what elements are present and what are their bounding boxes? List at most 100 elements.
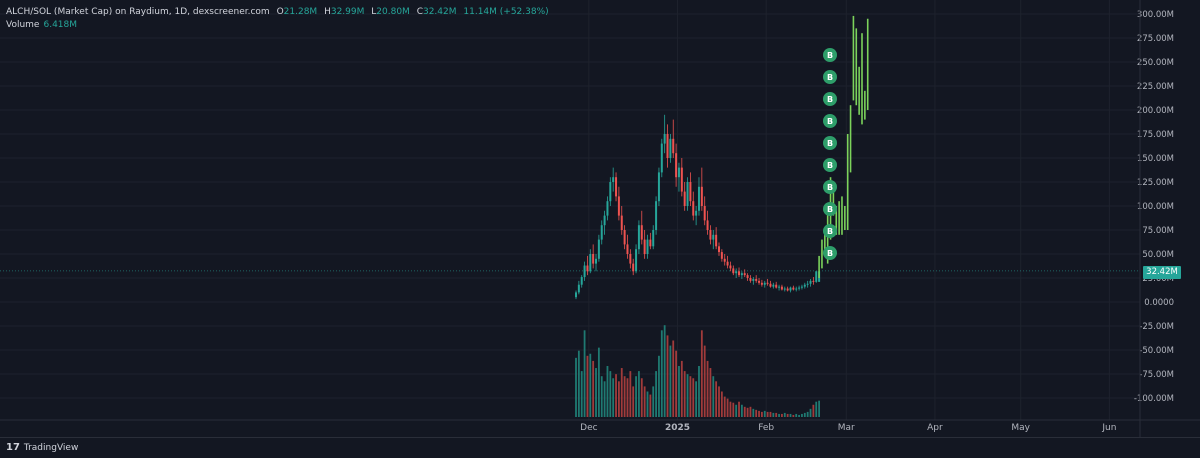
candle-body[interactable] xyxy=(680,167,683,192)
candle-body[interactable] xyxy=(600,225,603,240)
candle-body[interactable] xyxy=(586,265,589,272)
candle-body[interactable] xyxy=(806,283,809,285)
buy-marker[interactable] xyxy=(823,246,837,260)
candle-body[interactable] xyxy=(629,254,632,264)
candle-body[interactable] xyxy=(775,284,778,288)
candle-body[interactable] xyxy=(649,239,652,247)
candle-body[interactable] xyxy=(672,138,675,154)
candle-body[interactable] xyxy=(575,292,577,298)
candle-body[interactable] xyxy=(663,134,666,144)
candle-body[interactable] xyxy=(615,177,618,197)
candle-body[interactable] xyxy=(589,254,592,272)
candle-body[interactable] xyxy=(706,220,709,230)
candle-body[interactable] xyxy=(769,283,772,287)
candle-body[interactable] xyxy=(643,239,646,254)
candle-body[interactable] xyxy=(635,249,638,272)
buy-marker[interactable] xyxy=(823,224,837,238)
candle-body[interactable] xyxy=(752,278,755,281)
buy-marker[interactable] xyxy=(823,70,837,84)
buy-marker[interactable] xyxy=(823,114,837,128)
candle-body[interactable] xyxy=(655,201,658,230)
tradingview-logo[interactable]: 17 TradingView xyxy=(6,442,78,453)
buy-marker[interactable] xyxy=(823,92,837,106)
candle-body[interactable] xyxy=(583,265,586,278)
candle-body[interactable] xyxy=(626,244,629,254)
candle-body[interactable] xyxy=(746,275,749,278)
candle-body[interactable] xyxy=(703,206,706,221)
buy-marker[interactable] xyxy=(823,48,837,62)
candle-body[interactable] xyxy=(755,278,758,281)
candle-body[interactable] xyxy=(780,286,783,290)
candle-body[interactable] xyxy=(718,246,720,253)
candle-body[interactable] xyxy=(803,284,806,287)
candle-body[interactable] xyxy=(580,277,583,285)
candle-body[interactable] xyxy=(712,234,715,240)
buy-marker[interactable] xyxy=(823,180,837,194)
candle-body[interactable] xyxy=(735,271,738,274)
candle-body[interactable] xyxy=(606,201,609,216)
candle-body[interactable] xyxy=(709,230,712,240)
candle-body[interactable] xyxy=(800,286,803,288)
candle-body[interactable] xyxy=(726,261,729,266)
candle-body[interactable] xyxy=(758,280,761,283)
candle-body[interactable] xyxy=(657,172,660,202)
y-tick-label: 300.00M xyxy=(1137,10,1174,20)
candle-body[interactable] xyxy=(620,215,623,230)
candle-body[interactable] xyxy=(660,143,663,173)
candle-body[interactable] xyxy=(683,191,686,206)
buy-marker-label: B xyxy=(827,227,833,236)
candle-body[interactable] xyxy=(637,225,640,250)
candle-body[interactable] xyxy=(760,282,763,285)
candle-body[interactable] xyxy=(652,230,655,247)
buy-marker[interactable] xyxy=(823,158,837,172)
candle-body[interactable] xyxy=(763,282,766,285)
candle-body[interactable] xyxy=(715,234,718,247)
candle-body[interactable] xyxy=(789,287,792,291)
candle-body[interactable] xyxy=(772,284,775,287)
candle-body[interactable] xyxy=(603,215,606,226)
candle-body[interactable] xyxy=(592,254,595,264)
candle-body[interactable] xyxy=(812,280,815,282)
candle-body[interactable] xyxy=(609,182,612,202)
candle-body[interactable] xyxy=(695,210,698,216)
candle-body[interactable] xyxy=(729,265,732,269)
candle-body[interactable] xyxy=(749,278,752,281)
candle-body[interactable] xyxy=(815,271,818,282)
candle-body[interactable] xyxy=(675,153,678,178)
candle-body[interactable] xyxy=(732,268,735,274)
candle-body[interactable] xyxy=(595,258,598,264)
candle-body[interactable] xyxy=(786,288,789,291)
candle-body[interactable] xyxy=(617,196,620,216)
candle-body[interactable] xyxy=(689,182,692,202)
candle-body[interactable] xyxy=(809,280,812,284)
candle-body[interactable] xyxy=(792,287,795,290)
candle-body[interactable] xyxy=(692,201,695,216)
candle-body[interactable] xyxy=(798,287,801,289)
candle-body[interactable] xyxy=(700,186,703,206)
candle-body[interactable] xyxy=(577,284,580,293)
chart-canvas[interactable]: 300.00M 275.00M 250.00M 225.00M 200.00M 175.0… xyxy=(0,0,1200,437)
candle-body[interactable] xyxy=(738,271,741,276)
candle-body[interactable] xyxy=(743,273,746,276)
candle-body[interactable] xyxy=(740,273,743,276)
candle-body[interactable] xyxy=(623,230,626,245)
candle-body[interactable] xyxy=(686,182,689,206)
candle-body[interactable] xyxy=(669,138,672,158)
low-value: 20.80M xyxy=(376,7,410,17)
candle-body[interactable] xyxy=(612,177,615,182)
candle-body[interactable] xyxy=(720,252,723,259)
candle-body[interactable] xyxy=(795,288,798,290)
candle-body[interactable] xyxy=(632,263,635,272)
buy-marker[interactable] xyxy=(823,202,837,216)
candle-body[interactable] xyxy=(778,286,781,288)
candle-body[interactable] xyxy=(640,225,643,240)
candle-body[interactable] xyxy=(723,258,726,262)
candle-body[interactable] xyxy=(783,288,786,290)
candle-body[interactable] xyxy=(597,239,600,259)
candle-body[interactable] xyxy=(697,186,700,211)
candle-body[interactable] xyxy=(646,239,649,254)
buy-marker[interactable] xyxy=(823,136,837,150)
candle-body[interactable] xyxy=(677,167,680,178)
candle-body[interactable] xyxy=(666,134,669,158)
candle-body[interactable] xyxy=(766,282,769,284)
